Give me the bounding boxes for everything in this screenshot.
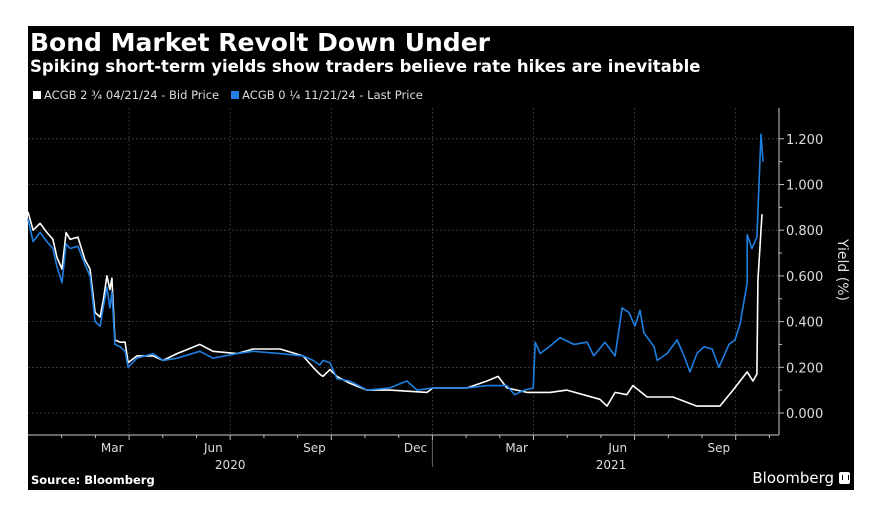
x-tick-label: Jun bbox=[607, 441, 627, 455]
series-line-acgb-2024-nov bbox=[27, 133, 764, 396]
y-tick-label: 1.000 bbox=[786, 179, 823, 194]
legend-item-acgb-2024-apr: ACGB 2 ¾ 04/21/24 - Bid Price bbox=[33, 88, 219, 102]
brand-name: Bloomberg bbox=[752, 469, 834, 487]
legend-swatch-white bbox=[33, 91, 41, 99]
year-label: 2020 bbox=[215, 458, 246, 472]
legend: ACGB 2 ¾ 04/21/24 - Bid Price ACGB 0 ¼ 1… bbox=[33, 88, 423, 102]
x-tick-label: Sep bbox=[708, 441, 731, 455]
x-tick-label: Mar bbox=[101, 441, 124, 455]
y-axis-title: Yield (%) bbox=[834, 238, 850, 301]
y-tick-label: 0.600 bbox=[786, 270, 823, 285]
x-tick-label: Dec bbox=[404, 441, 427, 455]
x-tick-label: Mar bbox=[505, 441, 528, 455]
y-tick-label: 0.400 bbox=[786, 316, 823, 331]
legend-swatch-blue bbox=[231, 91, 240, 99]
source-note: Source: Bloomberg bbox=[31, 473, 155, 487]
chart-title: Bond Market Revolt Down Under bbox=[30, 28, 490, 57]
chart-subtitle: Spiking short-term yields show traders b… bbox=[30, 57, 701, 76]
legend-label: ACGB 0 ¼ 11/21/24 - Last Price bbox=[242, 88, 423, 102]
x-tick-label: Sep bbox=[303, 441, 326, 455]
bloomberg-logo: Bloomberg bbox=[752, 469, 850, 487]
legend-item-acgb-2024-nov: ACGB 0 ¼ 11/21/24 - Last Price bbox=[231, 88, 423, 102]
y-tick-label: 0.000 bbox=[786, 407, 823, 422]
y-tick-label: 0.800 bbox=[786, 224, 823, 239]
legend-label: ACGB 2 ¾ 04/21/24 - Bid Price bbox=[44, 88, 220, 102]
y-tick-label: 0.200 bbox=[786, 361, 823, 376]
series-line-acgb-2024-apr bbox=[27, 211, 763, 407]
year-label: 2021 bbox=[596, 458, 627, 472]
x-tick-label: Jun bbox=[203, 441, 223, 455]
chart-bubble-icon bbox=[839, 472, 850, 484]
y-tick-label: 1.200 bbox=[786, 133, 823, 148]
